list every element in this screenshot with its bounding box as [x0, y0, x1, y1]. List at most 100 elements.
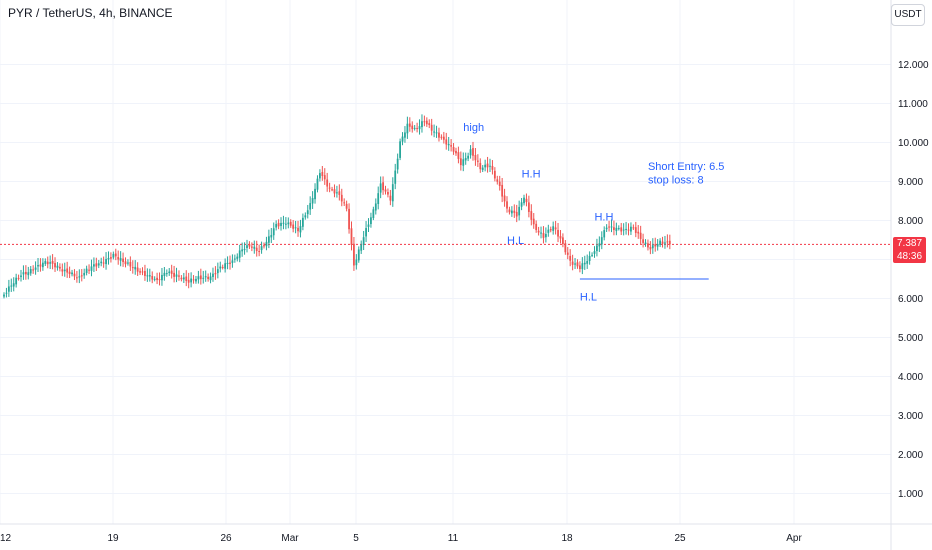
candle [175, 267, 178, 283]
candle [248, 241, 251, 249]
candle [34, 261, 37, 275]
candle [12, 277, 15, 292]
candle [639, 225, 642, 245]
candle [112, 251, 115, 260]
candle [114, 248, 117, 261]
candle [97, 260, 100, 269]
currency-button[interactable]: USDT [891, 4, 925, 26]
annotation-text[interactable]: H.L [580, 291, 597, 303]
candle [435, 125, 438, 138]
candle [552, 221, 555, 235]
candle [345, 200, 348, 212]
candle [457, 146, 460, 164]
candle [423, 115, 426, 127]
candle [574, 258, 576, 269]
candle [664, 235, 666, 249]
candle [608, 220, 610, 232]
candle [100, 257, 103, 267]
candle [333, 184, 336, 198]
candle [231, 254, 234, 268]
candle [56, 262, 59, 271]
candle [340, 188, 343, 207]
candle [3, 292, 5, 299]
annotation-text[interactable]: stop loss: 8 [648, 174, 704, 186]
candle [7, 279, 10, 297]
candle [272, 222, 275, 240]
candle [625, 221, 627, 235]
y-tick-label: 1.000 [898, 489, 923, 500]
annotation-text[interactable]: Short Entry: 6.5 [648, 161, 724, 173]
candle [299, 219, 302, 238]
candle [319, 169, 321, 182]
candle [284, 217, 287, 230]
candle [579, 261, 581, 273]
candle [311, 191, 314, 209]
candle [360, 240, 363, 254]
candle [76, 270, 78, 283]
candle [394, 163, 397, 190]
candle [647, 239, 649, 251]
candle [226, 256, 229, 270]
candle [649, 241, 652, 255]
candle [331, 186, 333, 192]
candle [136, 262, 139, 276]
y-tick-label: 11.000 [898, 99, 928, 110]
candle [95, 257, 98, 271]
candle [309, 196, 312, 215]
annotation-text[interactable]: high [463, 122, 484, 134]
candle [481, 165, 484, 173]
candle [530, 204, 533, 226]
annotation-text[interactable]: H.H [594, 212, 613, 224]
candle [93, 257, 95, 273]
candle [71, 269, 73, 277]
candle [644, 239, 647, 247]
candle [83, 268, 86, 279]
candle [289, 219, 292, 228]
candle [630, 222, 632, 235]
candle [486, 156, 489, 173]
annotation-text[interactable]: H.H [522, 169, 541, 181]
candle [544, 227, 547, 243]
candle [323, 168, 326, 185]
candle [496, 175, 499, 185]
annotation-text[interactable]: H.L [507, 235, 524, 247]
x-tick-label: 12 [0, 533, 12, 544]
candle [10, 278, 13, 292]
candle [391, 177, 394, 207]
candle [343, 198, 346, 207]
candle [374, 198, 377, 215]
candle [467, 152, 470, 162]
candle [566, 247, 569, 260]
candle [24, 265, 27, 280]
candle [455, 147, 457, 156]
candle [102, 256, 105, 268]
x-tick-label: 11 [448, 533, 459, 544]
candle [542, 226, 545, 244]
candle [382, 176, 384, 195]
candle [520, 197, 523, 211]
candle [178, 270, 180, 281]
candle [515, 204, 518, 223]
candle [396, 153, 399, 174]
candle [124, 257, 127, 268]
candle [328, 182, 331, 193]
candle [357, 246, 360, 263]
candle [304, 212, 307, 220]
candle [462, 152, 465, 172]
candle [627, 223, 630, 236]
candle [216, 262, 219, 279]
candle [591, 252, 593, 258]
candle [571, 254, 574, 271]
candle [501, 178, 504, 203]
candle [503, 188, 506, 207]
candle [632, 224, 635, 231]
candle [51, 254, 54, 270]
candle [73, 269, 76, 281]
candle [498, 175, 501, 191]
candle [440, 134, 443, 140]
candle [637, 225, 640, 239]
candle [484, 159, 487, 172]
candle [476, 154, 479, 167]
candle [37, 258, 39, 273]
